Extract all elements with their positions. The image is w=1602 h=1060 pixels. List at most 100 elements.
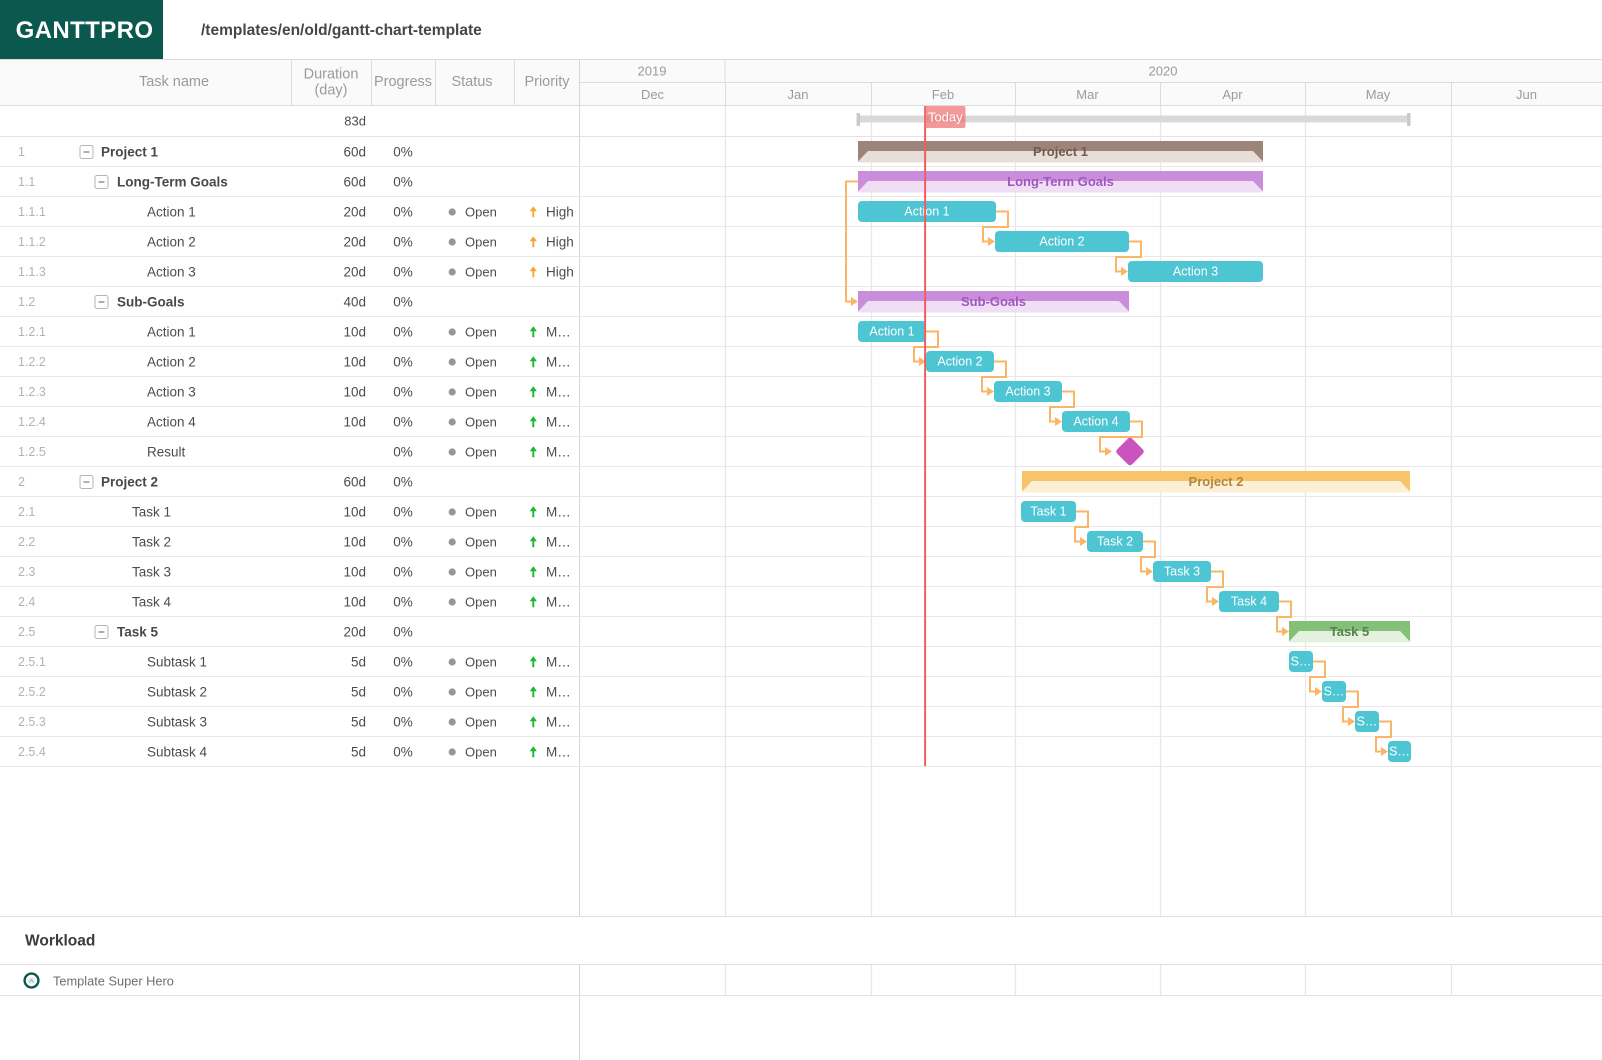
svg-text:Open: Open: [465, 235, 497, 250]
svg-text:Action 1: Action 1: [869, 325, 914, 339]
svg-text:2.2: 2.2: [18, 535, 35, 549]
svg-text:Long-Term Goals: Long-Term Goals: [1007, 174, 1114, 189]
svg-text:M…: M…: [546, 505, 571, 520]
svg-text:0%: 0%: [393, 385, 413, 400]
svg-text:Open: Open: [465, 205, 497, 220]
svg-text:Task 4: Task 4: [132, 595, 172, 610]
svg-text:1.1.1: 1.1.1: [18, 205, 46, 219]
svg-text:Open: Open: [465, 715, 497, 730]
svg-text:GANTTPRO: GANTTPRO: [16, 17, 154, 44]
svg-text:0%: 0%: [393, 715, 413, 730]
svg-text:Subtask 4: Subtask 4: [147, 745, 208, 760]
svg-text:1.1.3: 1.1.3: [18, 265, 46, 279]
svg-text:Task 5: Task 5: [1330, 624, 1370, 639]
svg-text:M…: M…: [546, 445, 571, 460]
svg-text:Open: Open: [465, 265, 497, 280]
svg-text:2.5.2: 2.5.2: [18, 685, 46, 699]
svg-text:M…: M…: [546, 415, 571, 430]
svg-text:1.2: 1.2: [18, 295, 35, 309]
svg-text:Action 4: Action 4: [1073, 415, 1118, 429]
svg-text:Long-Term Goals: Long-Term Goals: [117, 175, 228, 190]
svg-text:0%: 0%: [393, 205, 413, 220]
svg-text:Project 2: Project 2: [1189, 474, 1244, 489]
svg-text:Action 3: Action 3: [1005, 385, 1050, 399]
svg-text:20d: 20d: [343, 205, 366, 220]
svg-text:Action 1: Action 1: [147, 205, 196, 220]
svg-text:0%: 0%: [393, 475, 413, 490]
svg-text:Open: Open: [465, 655, 497, 670]
svg-text:0%: 0%: [393, 265, 413, 280]
svg-text:Subtask 2: Subtask 2: [147, 685, 207, 700]
svg-text:Action 4: Action 4: [147, 415, 196, 430]
svg-text:High: High: [546, 235, 574, 250]
svg-text:Action 2: Action 2: [147, 235, 196, 250]
svg-text:M…: M…: [546, 565, 571, 580]
svg-text:2.5.1: 2.5.1: [18, 655, 46, 669]
svg-text:M…: M…: [546, 655, 571, 670]
svg-text:Action 3: Action 3: [1173, 265, 1218, 279]
svg-text:Action 2: Action 2: [147, 355, 196, 370]
svg-text:Task name: Task name: [139, 74, 209, 90]
svg-text:Apr: Apr: [1222, 87, 1243, 102]
svg-text:High: High: [546, 265, 574, 280]
svg-text:Open: Open: [465, 325, 497, 340]
svg-text:(day): (day): [314, 83, 347, 99]
svg-text:2.5: 2.5: [18, 625, 35, 639]
svg-text:Priority: Priority: [524, 74, 570, 90]
svg-text:M…: M…: [546, 385, 571, 400]
svg-text:20d: 20d: [343, 235, 366, 250]
svg-text:M…: M…: [546, 535, 571, 550]
svg-text:Action 1: Action 1: [904, 205, 949, 219]
svg-text:Action 1: Action 1: [147, 325, 196, 340]
svg-text:Action 3: Action 3: [147, 265, 196, 280]
svg-text:1.2.2: 1.2.2: [18, 355, 46, 369]
svg-text:Task 1: Task 1: [132, 505, 171, 520]
svg-text:May: May: [1366, 87, 1391, 102]
svg-text:Mar: Mar: [1076, 87, 1099, 102]
svg-text:0%: 0%: [393, 685, 413, 700]
svg-text:Task 5: Task 5: [117, 625, 159, 640]
svg-text:0%: 0%: [393, 145, 413, 160]
svg-text:0%: 0%: [393, 565, 413, 580]
svg-text:2019: 2019: [638, 64, 667, 79]
svg-text:0%: 0%: [393, 625, 413, 640]
svg-text:Feb: Feb: [932, 87, 954, 102]
svg-text:2.1: 2.1: [18, 505, 35, 519]
svg-text:10d: 10d: [343, 385, 366, 400]
svg-text:2020: 2020: [1149, 64, 1178, 79]
svg-text:2.5.4: 2.5.4: [18, 745, 46, 759]
svg-text:Subtask 1: Subtask 1: [147, 655, 207, 670]
svg-text:Task 4: Task 4: [1231, 595, 1267, 609]
svg-text:Open: Open: [465, 595, 497, 610]
svg-text:High: High: [546, 205, 574, 220]
svg-text:Open: Open: [465, 535, 497, 550]
svg-text:Status: Status: [451, 74, 492, 90]
svg-text:M…: M…: [546, 745, 571, 760]
svg-text:Open: Open: [465, 565, 497, 580]
svg-text:Jun: Jun: [1516, 87, 1537, 102]
svg-text:0%: 0%: [393, 535, 413, 550]
svg-text:Template Super Hero: Template Super Hero: [53, 974, 174, 989]
svg-text:M…: M…: [546, 595, 571, 610]
svg-text:83d: 83d: [344, 114, 366, 129]
svg-text:1.2.3: 1.2.3: [18, 385, 46, 399]
svg-text:0%: 0%: [393, 505, 413, 520]
svg-text:Project 1: Project 1: [1033, 144, 1088, 159]
svg-text:S…: S…: [1291, 655, 1312, 669]
svg-text:0%: 0%: [393, 655, 413, 670]
svg-text:1: 1: [18, 145, 25, 159]
svg-text:Result: Result: [147, 445, 186, 460]
svg-text:Task 1: Task 1: [1030, 505, 1066, 519]
svg-text:S…: S…: [1357, 715, 1378, 729]
svg-text:60d: 60d: [343, 475, 366, 490]
svg-text:Open: Open: [465, 685, 497, 700]
svg-text:0%: 0%: [393, 235, 413, 250]
svg-text:2: 2: [18, 475, 25, 489]
svg-text:Open: Open: [465, 445, 497, 460]
svg-text:Action 2: Action 2: [1039, 235, 1084, 249]
svg-text:Task 3: Task 3: [1164, 565, 1200, 579]
svg-text:Sub-Goals: Sub-Goals: [117, 295, 185, 310]
svg-text:Action 2: Action 2: [937, 355, 982, 369]
svg-text:0%: 0%: [393, 595, 413, 610]
svg-text:Duration: Duration: [304, 67, 359, 83]
